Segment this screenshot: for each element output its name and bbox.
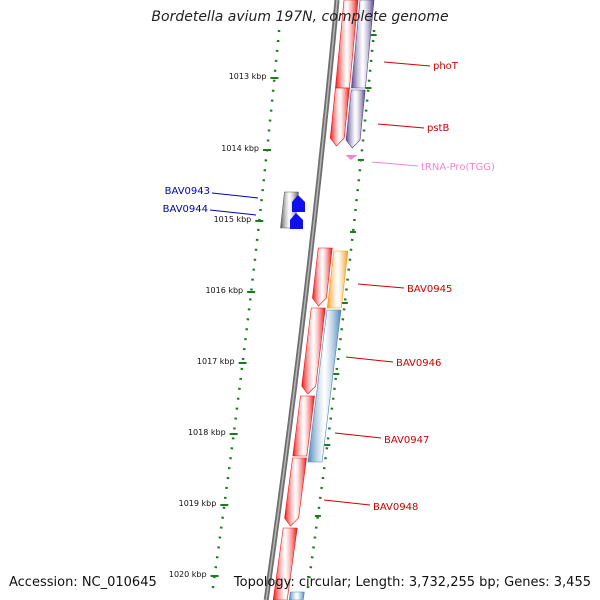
gene-pstB-red-block (329, 87, 350, 147)
map-title: Bordetella avium 197N, complete genome (151, 9, 449, 25)
trna-pro-marker (345, 155, 358, 160)
outer-dotted-ring (306, 29, 376, 591)
gene-label-leader (383, 61, 431, 67)
scale-tick-label: 1019 kbp (179, 499, 217, 508)
gene-bottom-steel-block (288, 591, 305, 600)
scale-tick-label: 1017 kbp (197, 357, 235, 366)
gene-BAV0946-block (301, 307, 326, 395)
gene-label-leader (211, 192, 259, 199)
scale-tick-label: 1018 kbp (188, 428, 226, 437)
scale-tick-label: 1020 kbp (169, 570, 207, 579)
gene-label-BAV0943: BAV0943 (165, 186, 210, 197)
inner-dotted-ring (211, 29, 281, 591)
gene-BAV0945-block (312, 247, 333, 307)
gene-label-leader (323, 499, 371, 506)
backbone-highlight (265, 0, 338, 600)
gene-BAV0946-steel-block (307, 309, 342, 463)
gene-next-block (272, 527, 298, 600)
gene-label-leader (377, 123, 425, 129)
gene-label-BAV0947: BAV0947 (384, 435, 429, 446)
gene-BAV0944-blue-arrow (290, 213, 303, 229)
gene-label-leader (371, 161, 419, 167)
gene-label-phoT: phoT (433, 61, 459, 72)
scale-tick-label: 1014 kbp (221, 144, 259, 153)
gene-label-leader (334, 432, 382, 439)
gene-BAV0948-block (284, 457, 307, 527)
scale-tick-label: 1015 kbp (214, 215, 252, 224)
scale-tick-label: 1016 kbp (205, 286, 243, 295)
gene-BAV0945-orange-block (326, 250, 349, 309)
gene-BAV0947-block (292, 395, 315, 457)
gene-label-leader (209, 209, 257, 216)
gene-label-BAV0945: BAV0945 (407, 284, 452, 295)
scale-tick-label: 1013 kbp (229, 72, 267, 81)
gene-label-BAV0944: BAV0944 (163, 204, 208, 215)
gene-pstB-purple-block (345, 89, 366, 149)
genome-summary-text: Topology: circular; Length: 3,732,255 bp… (233, 575, 591, 590)
backbone-ring (263, 0, 340, 600)
gene-BAV0943-blue-arrow (292, 195, 305, 212)
gene-label-pstB: pstB (427, 123, 449, 134)
gene-label-leader (345, 356, 394, 363)
gene-label-leader (357, 283, 405, 289)
gene-label-tRNAProTGG: tRNA-Pro(TGG) (421, 162, 495, 173)
gene-label-BAV0946: BAV0946 (396, 358, 441, 369)
accession-text: Accession: NC_010645 (9, 575, 157, 590)
gene-phoT-purple-block (351, 0, 375, 89)
gene-label-BAV0948: BAV0948 (373, 502, 418, 513)
